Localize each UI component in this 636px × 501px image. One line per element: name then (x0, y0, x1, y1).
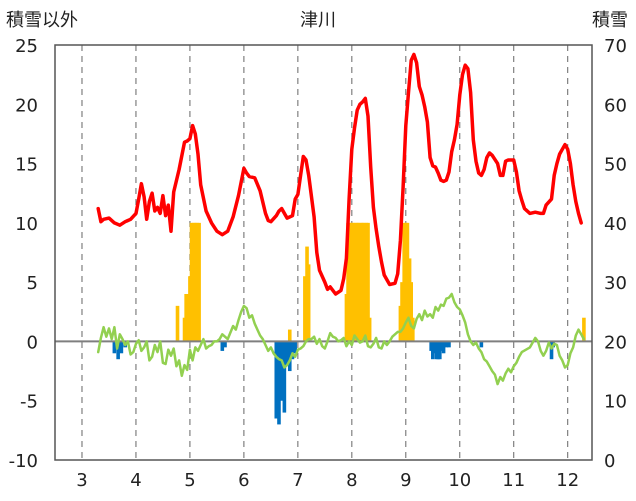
bar-mark-0 (197, 222, 201, 342)
bar-mark-1 (438, 341, 442, 360)
bar-mark-0 (367, 317, 372, 342)
x-tick-label: 3 (76, 470, 87, 491)
bar-mark-0 (303, 276, 307, 342)
right-axis-title: 積雪 (592, 10, 628, 31)
bar-series (112, 222, 586, 425)
right-tick-label: 0 (604, 451, 615, 472)
bar-mark-1 (223, 341, 227, 348)
left-axis-title: 積雪以外 (6, 10, 78, 31)
bar-mark-0 (357, 222, 361, 342)
bar-mark-0 (582, 317, 586, 342)
x-axis-ticks: 3 4 5 6 7 8 9 10 11 12 (76, 470, 579, 491)
left-tick-label: 15 (15, 155, 38, 176)
bar-mark-1 (274, 341, 279, 419)
x-tick-label: 10 (448, 470, 471, 491)
bar-mark-1 (116, 341, 120, 360)
bar-mark-0 (411, 317, 415, 342)
left-tick-label: 10 (15, 214, 38, 235)
right-tick-label: 60 (604, 95, 627, 116)
gridlines (81, 45, 569, 460)
bar-mark-1 (119, 341, 124, 354)
left-tick-label: -10 (9, 451, 38, 472)
x-tick-label: 4 (130, 470, 141, 491)
right-tick-label: 20 (604, 332, 627, 353)
right-tick-label: 10 (604, 392, 627, 413)
bar-mark-0 (366, 222, 370, 342)
bar-mark-0 (195, 222, 199, 342)
x-tick-label: 6 (238, 470, 249, 491)
bar-mark-0 (189, 222, 194, 342)
bar-mark-1 (441, 341, 446, 354)
bar-mark-1 (287, 341, 292, 372)
bar-mark-1 (290, 341, 295, 360)
bar-mark-1 (279, 341, 284, 401)
x-tick-label: 11 (502, 470, 525, 491)
x-tick-label: 7 (292, 470, 303, 491)
bar-mark-1 (285, 341, 289, 366)
bar-mark-1 (220, 341, 225, 351)
left-tick-label: -5 (20, 392, 38, 413)
bar-mark-0 (351, 222, 356, 342)
left-tick-label: 5 (27, 273, 38, 294)
plot-frame (54, 44, 593, 461)
left-tick-label: 0 (27, 332, 38, 353)
bar-mark-1 (479, 341, 484, 348)
right-tick-label: 40 (604, 214, 627, 235)
left-tick-label: 20 (15, 95, 38, 116)
bar-mark-0 (362, 222, 367, 342)
left-axis-ticks: 25 20 15 10 5 0 -5 -10 (9, 36, 38, 472)
chart-title: 津川 (300, 10, 336, 31)
bar-mark-0 (346, 222, 350, 342)
x-tick-label: 12 (556, 470, 579, 491)
bar-mark-1 (282, 341, 287, 413)
x-tick-label: 5 (184, 470, 195, 491)
bar-mark-0 (409, 282, 414, 342)
bar-mark-0 (175, 305, 180, 342)
bar-mark-0 (306, 264, 311, 342)
right-tick-label: 30 (604, 273, 627, 294)
bar-mark-1 (447, 341, 451, 348)
x-tick-label: 8 (346, 470, 357, 491)
bar-mark-0 (400, 282, 404, 342)
bar-mark-1 (432, 341, 437, 354)
bar-mark-0 (184, 294, 188, 342)
red-line-series (96, 52, 583, 296)
bar-mark-1 (293, 341, 297, 354)
bar-mark-1 (112, 341, 117, 354)
bar-mark-1 (277, 341, 281, 425)
right-axis-ticks: 70 60 50 40 30 20 10 0 (604, 36, 627, 472)
bar-mark-0 (287, 329, 292, 342)
bar-mark-1 (549, 341, 554, 360)
right-tick-label: 50 (604, 155, 627, 176)
line-series (96, 52, 586, 386)
right-tick-label: 70 (604, 36, 627, 57)
green-line-series (96, 292, 586, 386)
bar-mark-1 (444, 341, 449, 348)
x-tick-label: 9 (400, 470, 411, 491)
bar-mark-0 (405, 222, 410, 342)
left-tick-label: 25 (15, 36, 38, 57)
